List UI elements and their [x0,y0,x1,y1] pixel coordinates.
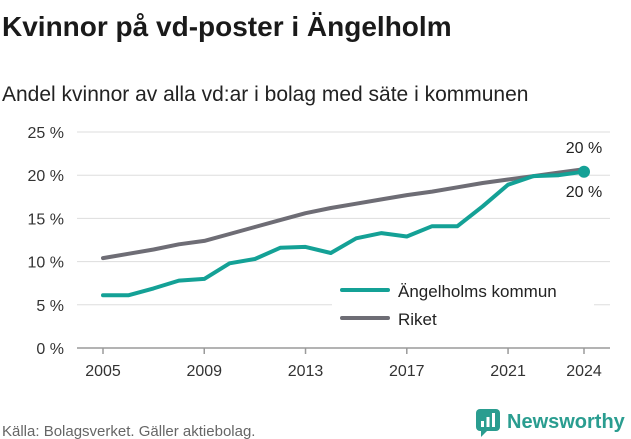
end-point-angelholm [578,165,590,178]
series-line-angelholm [101,169,586,298]
newsworthy-logo: Newsworthy [476,409,626,437]
end-label-angelholm: 20 % [566,184,602,201]
legend-label-riket: Riket [398,310,437,329]
legend: Ängelholms kommun Riket [332,276,594,336]
y-tick-label: 20 % [28,168,64,185]
source-note: Källa: Bolagsverket. Gäller aktiebolag. [2,423,255,439]
x-tick-label: 2009 [186,363,222,380]
chart-title: Kvinnor på vd-poster i Ängelholm [2,11,452,42]
newsworthy-logo-icon [476,409,500,437]
brand-name: Newsworthy [507,411,626,433]
y-tick-label: 10 % [28,255,64,272]
x-axis: 2005 2009 2013 2017 2021 2024 [85,348,602,380]
gridlines [77,131,610,349]
y-axis: 0 % 5 % 10 % 15 % 20 % 25 % [28,125,64,358]
x-tick-label: 2021 [490,363,526,380]
y-tick-label: 0 % [36,341,64,358]
legend-background [332,276,594,336]
chart-subtitle: Andel kvinnor av alla vd:ar i bolag med … [2,83,528,106]
y-tick-label: 15 % [28,211,64,228]
x-tick-label: 2024 [566,363,602,380]
series [101,165,590,298]
legend-label-angelholm: Ängelholms kommun [398,282,557,301]
x-tick-label: 2017 [389,363,425,380]
x-tick-label: 2005 [85,363,121,380]
y-tick-label: 5 % [36,298,64,315]
end-label-riket: 20 % [566,140,602,157]
y-tick-label: 25 % [28,125,64,142]
x-tick-label: 2013 [288,363,324,380]
series-line-riket [101,167,586,261]
